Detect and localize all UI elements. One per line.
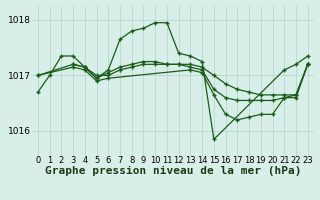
X-axis label: Graphe pression niveau de la mer (hPa): Graphe pression niveau de la mer (hPa) [44,166,301,176]
